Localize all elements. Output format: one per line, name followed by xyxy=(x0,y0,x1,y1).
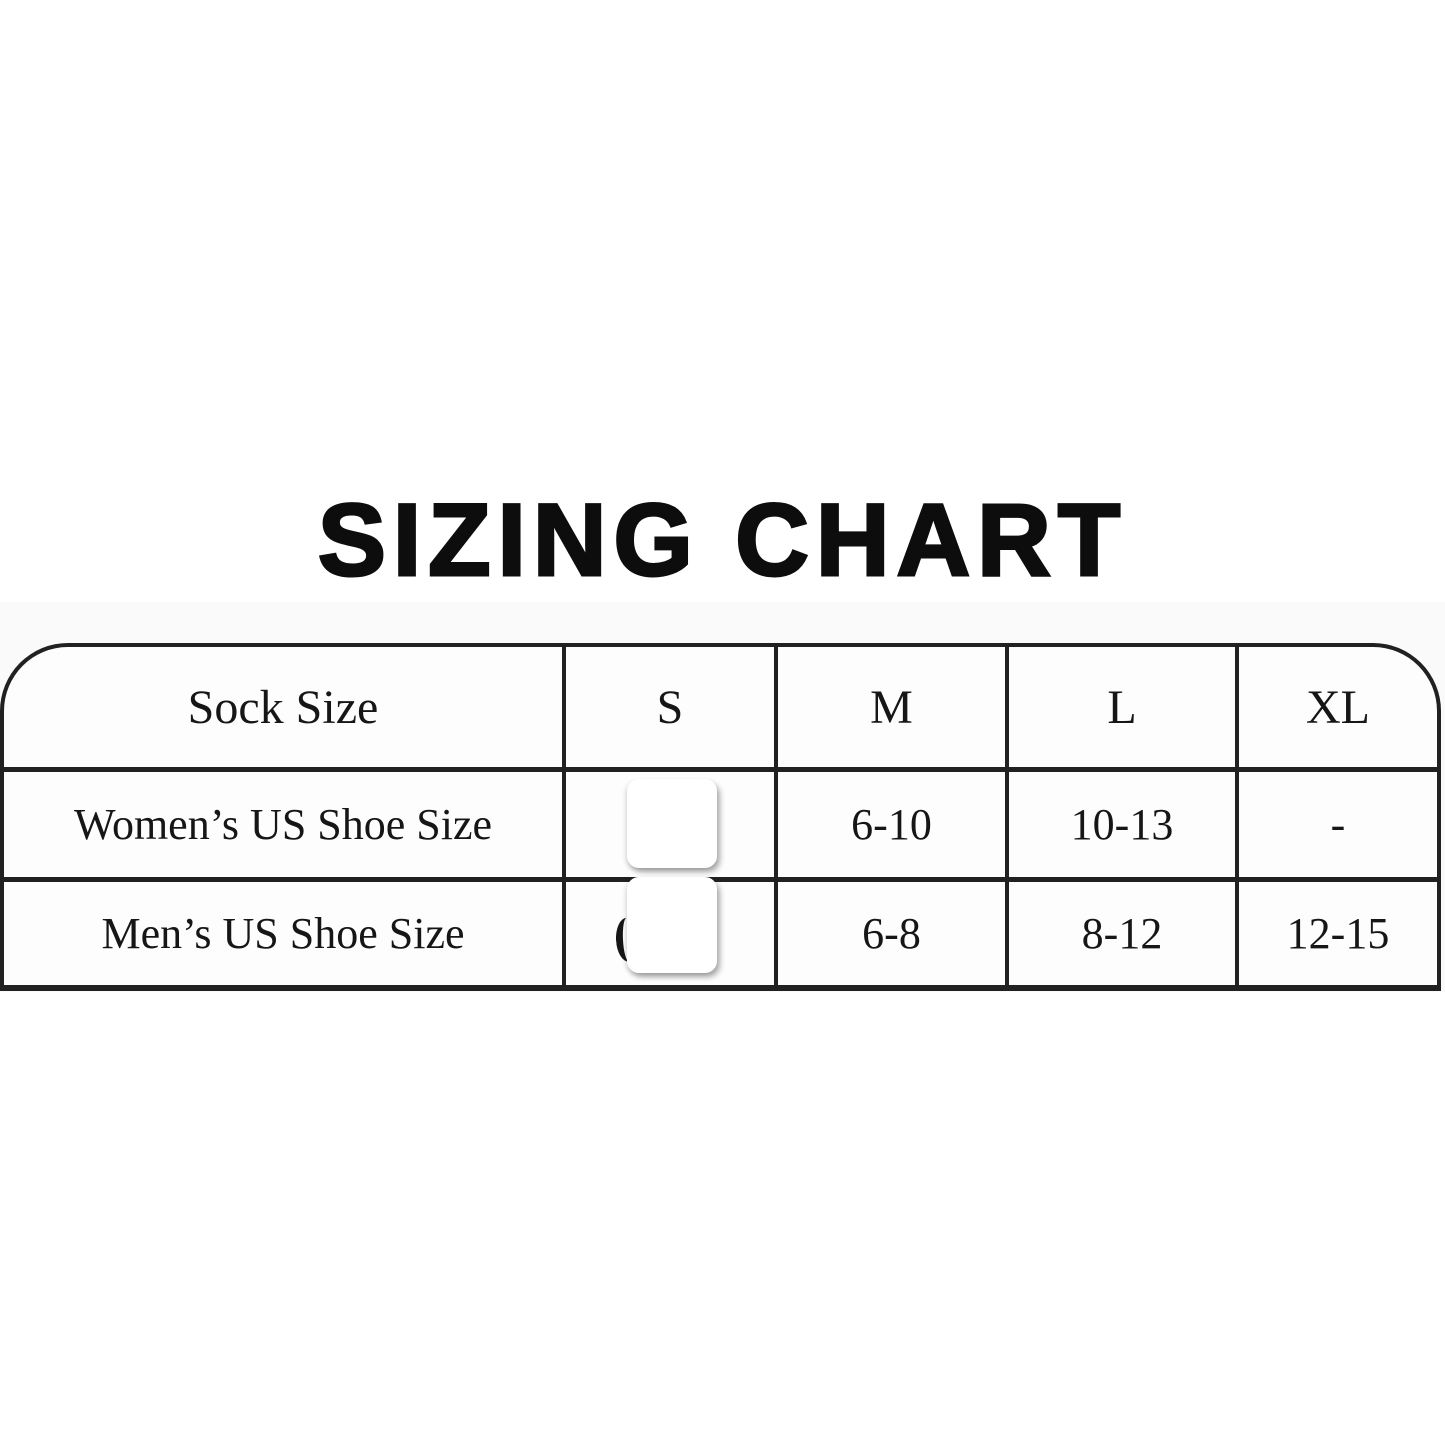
cell-womens-s xyxy=(562,767,774,877)
cell-womens-l: 10-13 xyxy=(1005,767,1235,877)
sizing-table: Sock Size S M L XL Women’s US Shoe Size … xyxy=(0,643,1441,991)
column-header-m: M xyxy=(774,647,1005,767)
cell-mens-m: 6-8 xyxy=(774,877,1005,985)
row-label-womens-us-shoe-size: Women’s US Shoe Size xyxy=(4,767,562,877)
column-header-l: L xyxy=(1005,647,1235,767)
cell-mens-l: 8-12 xyxy=(1005,877,1235,985)
page-title: SIZING CHART xyxy=(316,483,1128,597)
sticker-overlay-womens-s xyxy=(627,779,717,868)
column-header-xl: XL xyxy=(1235,647,1437,767)
column-header-s: S xyxy=(562,647,774,767)
cell-womens-m: 6-10 xyxy=(774,767,1005,877)
row-label-mens-us-shoe-size: Men’s US Shoe Size xyxy=(4,877,562,985)
cell-mens-xl: 12-15 xyxy=(1235,877,1437,985)
cell-womens-xl: - xyxy=(1235,767,1437,877)
column-header-sock-size: Sock Size xyxy=(187,680,379,734)
sticker-overlay-mens-s xyxy=(627,877,717,973)
